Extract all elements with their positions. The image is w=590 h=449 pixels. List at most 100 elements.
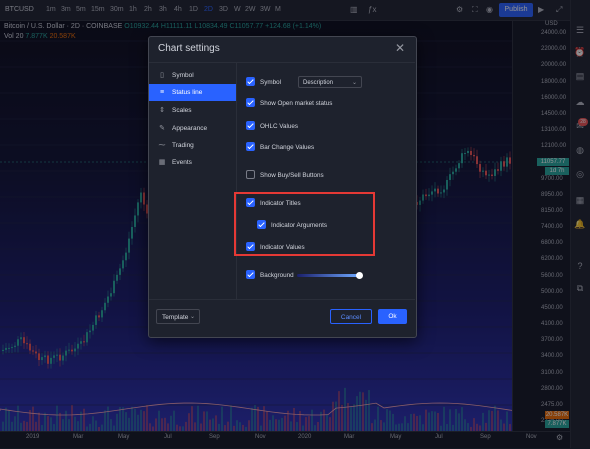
timeframe-15m[interactable]: 15m <box>91 6 105 13</box>
symbol-checkbox[interactable] <box>246 76 255 86</box>
timeframe-3m[interactable]: 3m <box>61 6 71 13</box>
background-opacity-slider[interactable] <box>297 274 359 277</box>
volume-bar <box>320 411 322 431</box>
legend-title: Bitcoin / U.S. Dollar <box>4 23 65 30</box>
candle-body <box>458 163 460 169</box>
symbol-display-select[interactable]: Description ⌄ <box>298 76 362 88</box>
volume-bar <box>446 424 448 431</box>
data-window-icon[interactable]: ▤ <box>575 71 585 81</box>
option-buy-sell-buttons[interactable]: Show Buy/Sell Buttons <box>246 169 324 182</box>
price-label: 4500.00 <box>541 304 563 311</box>
candle-body <box>494 169 496 176</box>
hotlist-icon[interactable]: ☁ <box>575 97 585 107</box>
volume-bar <box>95 420 97 431</box>
option-bar-change-values[interactable]: Bar Change Values <box>246 141 314 154</box>
timeframe-1m[interactable]: 1m <box>46 6 56 13</box>
volume-bar <box>86 426 88 431</box>
notifications-icon[interactable]: 🔔 <box>574 219 586 229</box>
timeframe-3h[interactable]: 3h <box>159 6 167 13</box>
volume-bar <box>299 410 301 431</box>
alerts-icon[interactable]: ⏰ <box>574 47 586 57</box>
open-market-checkbox[interactable] <box>246 97 255 107</box>
axis-settings-icon[interactable]: ⚙ <box>556 433 564 442</box>
fullscreen-icon[interactable]: ⛶ <box>472 5 478 14</box>
option-background[interactable]: Background <box>246 269 294 282</box>
object-tree-icon[interactable]: ⧉ <box>576 283 584 293</box>
candle-body <box>137 202 139 216</box>
volume-bar <box>506 411 508 431</box>
volume-bar <box>32 406 34 431</box>
slider-handle[interactable] <box>356 272 363 279</box>
timeframe-3D[interactable]: 3D <box>219 6 228 13</box>
play-icon[interactable]: ▶ <box>538 5 545 14</box>
volume-bar <box>434 411 436 431</box>
axis-currency[interactable]: USD <box>545 21 558 27</box>
price-label: 6800.00 <box>541 240 563 247</box>
help-icon[interactable]: ? <box>577 261 583 271</box>
volume-bar <box>200 423 202 431</box>
option-ohlc-values[interactable]: OHLC Values <box>246 120 298 133</box>
indicator-arguments-checkbox[interactable] <box>257 219 266 229</box>
nav-item-scales[interactable]: ⇕ Scales <box>149 102 236 119</box>
cancel-button[interactable]: Cancel <box>330 309 372 324</box>
volume-bar <box>8 409 10 431</box>
nav-item-events[interactable]: ▦ Events <box>149 154 236 171</box>
price-label: 3700.00 <box>541 337 563 344</box>
volume-bar <box>155 418 157 431</box>
volume-bar <box>335 401 337 431</box>
ideas-icon[interactable]: ◍ <box>576 145 584 155</box>
timeframe-2D[interactable]: 2D <box>204 6 213 13</box>
nav-item-symbol[interactable]: ▯ Symbol <box>149 67 236 84</box>
buy-sell-checkbox[interactable] <box>246 169 255 179</box>
option-open-market-status[interactable]: Show Open market status <box>246 97 332 110</box>
timeframe-3W[interactable]: 3W <box>260 6 271 13</box>
time-label: Sep <box>480 434 491 440</box>
timeframe-2h[interactable]: 2h <box>144 6 152 13</box>
settings-icon[interactable]: ⚙ <box>456 5 464 14</box>
time-axis[interactable] <box>0 431 570 449</box>
template-dropdown[interactable]: Template ⌄ <box>156 309 200 324</box>
calendar-icon[interactable]: ▦ <box>575 195 585 205</box>
fullscreen-mode-icon[interactable]: ⤢ <box>556 5 563 14</box>
price-axis[interactable] <box>512 21 571 431</box>
chat-icon[interactable]: ✉ <box>576 121 584 131</box>
indicator-titles-checkbox[interactable] <box>246 197 255 207</box>
bar-change-checkbox[interactable] <box>246 141 255 151</box>
ok-button[interactable]: Ok <box>378 309 407 324</box>
candle-body <box>83 341 85 343</box>
close-icon[interactable]: ✕ <box>395 41 406 55</box>
ohlc-checkbox[interactable] <box>246 120 255 130</box>
volume-bar <box>503 423 505 431</box>
candle-body <box>506 157 508 167</box>
streams-icon[interactable]: ◎ <box>576 169 584 179</box>
watchlist-icon[interactable]: ☰ <box>575 25 585 35</box>
indicators-icon[interactable]: ƒx <box>368 5 377 14</box>
background-checkbox[interactable] <box>246 269 255 279</box>
bar-style-icon[interactable]: ▥ <box>350 5 358 14</box>
option-indicator-titles[interactable]: Indicator Titles <box>246 197 301 210</box>
candle-body <box>464 153 466 155</box>
volume-bar <box>425 409 427 431</box>
timeframe-M[interactable]: M <box>275 6 281 13</box>
indicator-values-checkbox[interactable] <box>246 241 255 251</box>
timeframe-W[interactable]: W <box>234 6 241 13</box>
candle-body <box>92 324 94 331</box>
timeframe-4h[interactable]: 4h <box>174 6 182 13</box>
publish-button[interactable]: Publish <box>499 3 533 17</box>
timeframe-1D[interactable]: 1D <box>189 6 198 13</box>
option-indicator-arguments[interactable]: Indicator Arguments <box>257 219 327 232</box>
camera-icon[interactable]: ◉ <box>486 5 493 14</box>
timeframe-1h[interactable]: 1h <box>129 6 137 13</box>
nav-item-appearance[interactable]: ✎ Appearance <box>149 120 236 137</box>
nav-item-trading[interactable]: ⁓ Trading <box>149 137 236 154</box>
symbol-search[interactable]: BTCUSD <box>5 6 34 13</box>
time-label: 2019 <box>26 434 40 440</box>
option-symbol[interactable]: Symbol <box>246 76 281 89</box>
timeframe-2W[interactable]: 2W <box>245 6 256 13</box>
nav-item-status-line[interactable]: ≡ Status line <box>149 84 236 101</box>
volume-bar <box>38 412 40 431</box>
option-indicator-values[interactable]: Indicator Values <box>246 241 305 254</box>
timeframe-5m[interactable]: 5m <box>76 6 86 13</box>
timeframe-30m[interactable]: 30m <box>110 6 124 13</box>
candle-body <box>50 357 52 364</box>
